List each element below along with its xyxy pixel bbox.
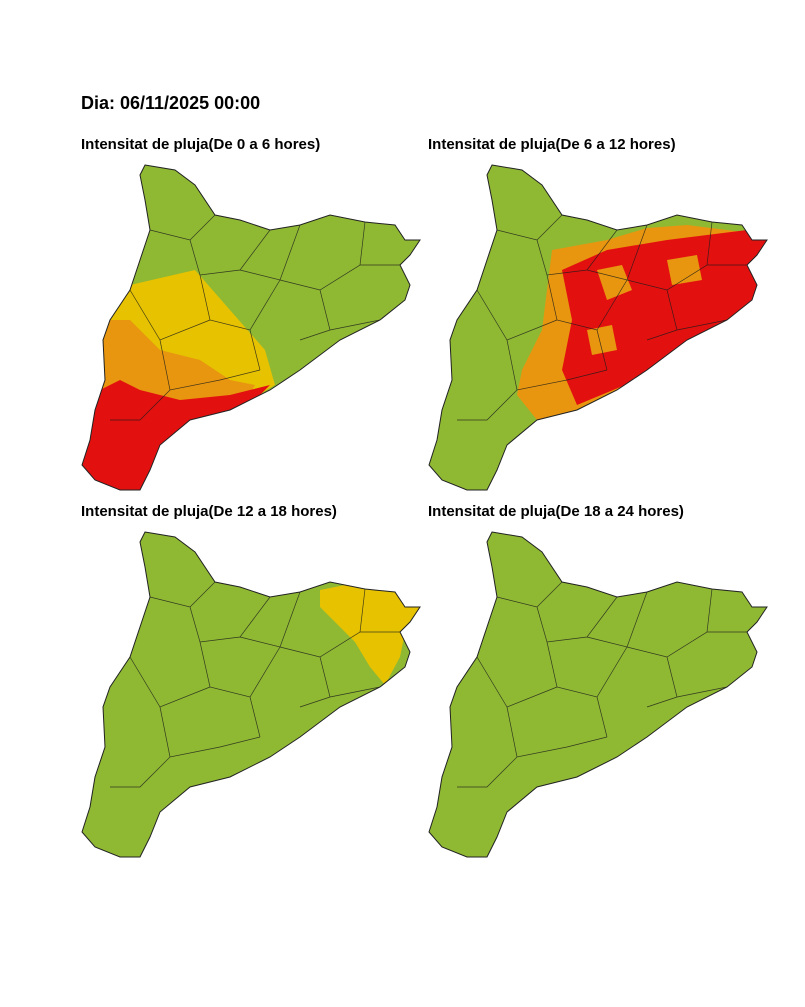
date-title: Dia: 06/11/2025 00:00 — [81, 93, 260, 113]
panel-title: Intensitat de pluja(De 6 a 12 hores) — [428, 136, 676, 153]
map-panel: Intensitat de pluja(De 0 a 6 hores) — [81, 136, 421, 491]
map — [428, 164, 768, 491]
map-panel: Intensitat de pluja(De 18 a 24 hores) — [428, 503, 768, 858]
map — [428, 531, 768, 858]
map — [81, 164, 421, 491]
panel-title: Intensitat de pluja(De 12 a 18 hores) — [81, 503, 337, 520]
panel-title: Intensitat de pluja(De 0 a 6 hores) — [81, 136, 320, 153]
panel-title: Intensitat de pluja(De 18 a 24 hores) — [428, 503, 684, 520]
map — [81, 531, 421, 858]
map-panel: Intensitat de pluja(De 12 a 18 hores) — [81, 503, 421, 858]
map-panel: Intensitat de pluja(De 6 a 12 hores) — [428, 136, 768, 491]
